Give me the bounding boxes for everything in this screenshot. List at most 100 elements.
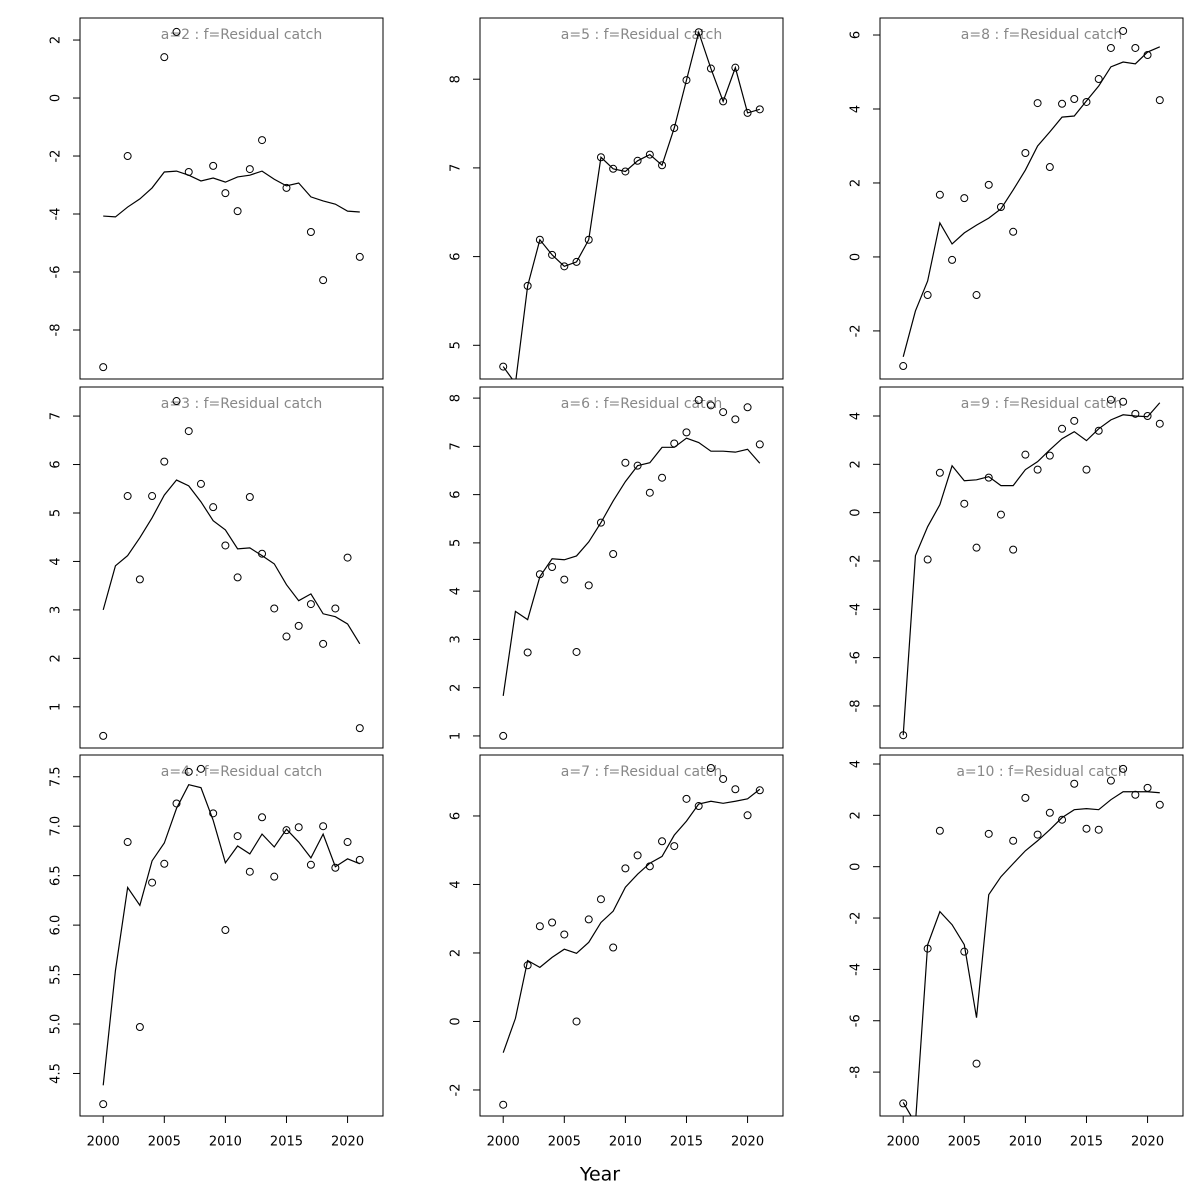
y-tick-label: 0 [449, 1017, 464, 1025]
data-point [743, 811, 752, 820]
x-tick-label: 2010 [1009, 1135, 1042, 1150]
data-point [645, 488, 654, 497]
data-point [1155, 800, 1164, 809]
data-point [923, 291, 932, 300]
data-point [123, 492, 132, 501]
data-point [282, 632, 291, 641]
panel-title: a=9 : f=Residual catch [961, 396, 1122, 412]
data-point [694, 28, 703, 37]
panel: a=8 : f=Residual catch -2 0 2 4 6 [849, 17, 1184, 380]
data-point [331, 604, 340, 613]
plot-frame [79, 17, 384, 380]
data-point [355, 724, 364, 733]
x-tick-label: 2000 [887, 1135, 920, 1150]
y-tick-label: 3 [49, 606, 64, 614]
data-point [535, 922, 544, 931]
plot-area [99, 27, 364, 372]
y-tick-label: -2 [849, 554, 864, 567]
y-tick-label: 6.5 [49, 865, 64, 886]
data-point [731, 63, 740, 72]
panel-title: a=3 : f=Residual catch [161, 396, 322, 412]
data-point [609, 943, 618, 952]
data-point [621, 458, 630, 467]
data-point [548, 250, 557, 259]
plot-frame [479, 754, 784, 1117]
data-point [1033, 99, 1042, 108]
data-point [221, 541, 230, 550]
plot-frame [79, 386, 384, 749]
y-tick-label: -8 [849, 699, 864, 712]
data-point [1094, 426, 1103, 435]
data-point [960, 947, 969, 956]
data-point [245, 165, 254, 174]
data-point [948, 255, 957, 264]
data-point [209, 503, 218, 512]
data-point [755, 440, 764, 449]
data-point [899, 1099, 908, 1108]
data-point [245, 867, 254, 876]
y-tick-label: 7 [449, 164, 464, 172]
plot-area [899, 395, 1164, 740]
data-point [935, 826, 944, 835]
data-point [135, 1022, 144, 1031]
plot-area [499, 396, 764, 740]
y-tick-label: 6 [49, 460, 64, 468]
y-tick-label: -6 [49, 266, 64, 279]
data-point [499, 362, 508, 371]
data-point [645, 150, 654, 159]
data-point [1119, 764, 1128, 773]
y-tick-label: 1 [449, 732, 464, 740]
plot-area [499, 28, 764, 379]
x-tick-label: 2010 [209, 1135, 242, 1150]
panel: a=9 : f=Residual catch -8 -6 -4 -2 0 2 4 [849, 386, 1184, 749]
panel: a=4 : f=Residual catch 4.5 5.0 5.5 6.0 6.5 7.0… [49, 754, 384, 1150]
y-tick-label: -2 [449, 1083, 464, 1096]
panel-title: a=6 : f=Residual catch [561, 396, 722, 412]
data-point [658, 837, 667, 846]
plot-area [899, 26, 1164, 371]
data-point [282, 183, 291, 192]
data-point [294, 823, 303, 832]
fit-line [502, 437, 761, 696]
data-point [499, 1100, 508, 1109]
data-point [160, 859, 169, 868]
data-point [233, 573, 242, 582]
panel: a=6 : f=Residual catch 1 2 3 4 5 6 7 8 [449, 386, 784, 749]
y-tick-label: 5.0 [49, 1014, 64, 1035]
panel-title: a=4 : f=Residual catch [161, 764, 322, 780]
data-point [319, 639, 328, 648]
data-point [270, 604, 279, 613]
data-point [172, 397, 181, 406]
y-tick-label: 0 [849, 509, 864, 517]
data-point [560, 262, 569, 271]
data-point [706, 64, 715, 73]
x-axis-label: Year [579, 1164, 620, 1186]
data-point [923, 555, 932, 564]
fit-line [902, 791, 1160, 1116]
y-tick-label: -8 [849, 1066, 864, 1079]
x-tick-label: 2000 [487, 1135, 520, 1150]
data-point [996, 203, 1005, 212]
fit-line [502, 30, 760, 379]
panel-title: a=2 : f=Residual catch [161, 27, 322, 43]
fit-line [502, 788, 761, 1053]
data-point [1021, 450, 1030, 459]
data-point [548, 563, 557, 572]
data-point [719, 97, 728, 106]
y-tick-label: 7.5 [49, 766, 64, 787]
y-tick-label: 6 [449, 812, 464, 820]
data-point [1033, 830, 1042, 839]
data-point [99, 1100, 108, 1109]
data-point [1094, 825, 1103, 834]
data-point [1021, 149, 1030, 158]
x-tick-label: 2005 [548, 1135, 581, 1150]
data-point [306, 860, 315, 869]
y-tick-label: 7.0 [49, 816, 64, 837]
data-point [984, 180, 993, 189]
y-tick-label: 0 [849, 863, 864, 871]
y-tick-label: 2 [449, 949, 464, 957]
data-point [319, 276, 328, 285]
data-point [270, 872, 279, 881]
data-point [1119, 26, 1128, 35]
data-point [743, 108, 752, 117]
